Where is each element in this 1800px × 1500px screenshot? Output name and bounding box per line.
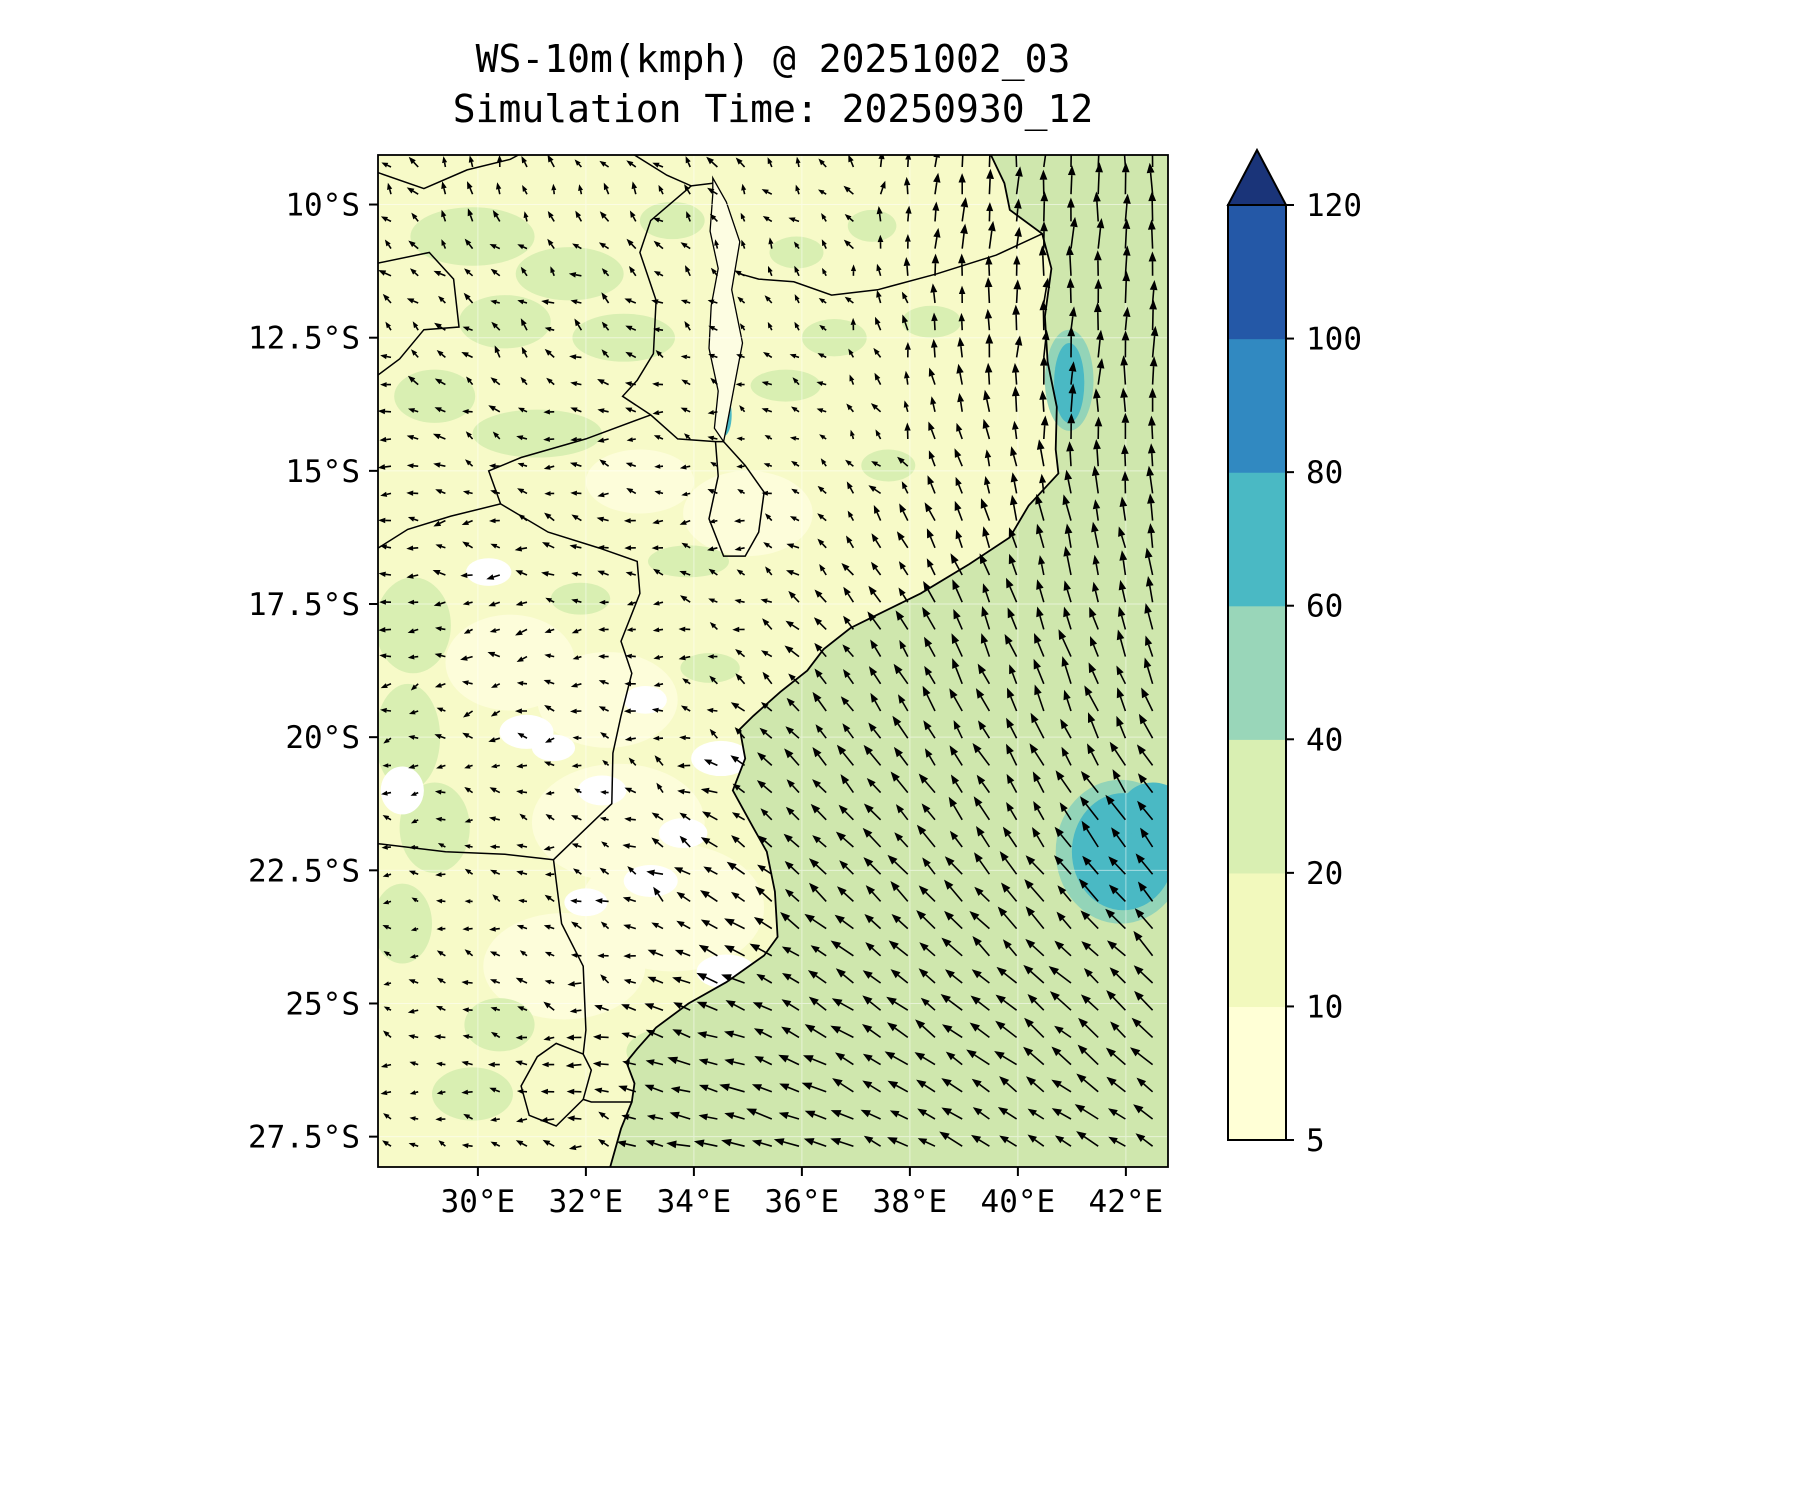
country-borders bbox=[378, 155, 1043, 1127]
colorbar: 5 10 20 40 60 80 100 120 bbox=[1226, 147, 1362, 1159]
y-tick-label: 25°S bbox=[285, 986, 360, 1022]
y-tick-label: 17.5°S bbox=[248, 587, 360, 623]
colorbar-segment bbox=[1228, 739, 1286, 874]
y-tick-label: 12.5°S bbox=[248, 321, 360, 357]
y-tick-label: 10°S bbox=[285, 188, 360, 224]
colorbar-tick-label: 20 bbox=[1306, 856, 1343, 892]
plot-title-line1: WS-10m(kmph) @ 20251002_03 bbox=[475, 37, 1071, 81]
y-tick-label: 20°S bbox=[285, 720, 360, 756]
x-tick-label: 38°E bbox=[873, 1184, 948, 1220]
colorbar-tick-label: 120 bbox=[1306, 188, 1362, 224]
x-tick-label: 40°E bbox=[981, 1184, 1056, 1220]
colorbar-tick-label: 10 bbox=[1306, 989, 1343, 1025]
x-tick-label: 30°E bbox=[441, 1184, 516, 1220]
plot-frame bbox=[377, 154, 1169, 1168]
colorbar-tick-label: 100 bbox=[1306, 322, 1362, 358]
x-tick-label: 34°E bbox=[657, 1184, 732, 1220]
colorbar-tick-label: 80 bbox=[1306, 455, 1343, 491]
x-tick-label: 32°E bbox=[549, 1184, 624, 1220]
colorbar-tick-label: 60 bbox=[1306, 589, 1343, 625]
plot-title: WS-10m(kmph) @ 20251002_03 Simulation Ti… bbox=[273, 34, 1273, 134]
colorbar-segment bbox=[1228, 338, 1286, 473]
y-tick-label: 15°S bbox=[285, 454, 360, 490]
colorbar-over-arrow bbox=[1226, 147, 1288, 206]
y-axis: 10°S 12.5°S 15°S 17.5°S 20°S 22.5°S 25°S 27.5°S bbox=[248, 188, 378, 1156]
colorbar-frame bbox=[1227, 204, 1287, 1141]
colorbar-tick-label: 40 bbox=[1306, 722, 1343, 758]
y-tick-label: 27.5°S bbox=[248, 1120, 360, 1156]
colorbar-segment bbox=[1228, 605, 1286, 740]
coastline bbox=[609, 155, 1060, 1167]
x-tick-label: 36°E bbox=[765, 1184, 840, 1220]
quiver-layer bbox=[378, 155, 1159, 1151]
map-layers bbox=[378, 155, 1168, 1167]
x-axis: 30°E 32°E 34°E 36°E 38°E 40°E 42°E bbox=[441, 1167, 1164, 1220]
colorbar-tick-label: 5 bbox=[1306, 1123, 1325, 1159]
colorbar-segment bbox=[1228, 872, 1286, 1008]
y-tick-label: 22.5°S bbox=[248, 853, 360, 889]
colorbar-segment bbox=[1228, 205, 1286, 340]
colorbar-segment bbox=[1228, 472, 1286, 607]
plot-title-line2: Simulation Time: 20250930_12 bbox=[452, 87, 1094, 131]
x-tick-label: 42°E bbox=[1089, 1184, 1164, 1220]
colorbar-segment bbox=[1228, 1006, 1286, 1141]
